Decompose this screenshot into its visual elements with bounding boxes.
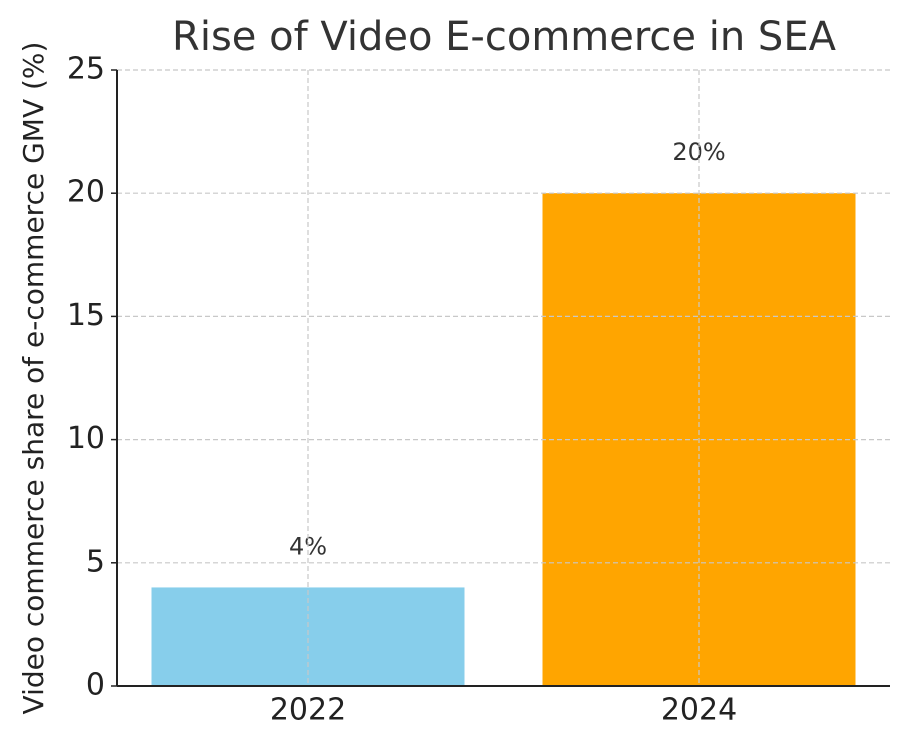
bar — [151, 587, 465, 686]
x-tick-label: 2024 — [661, 693, 737, 728]
y-axis-label: Video commerce share of e-commerce GMV (… — [17, 42, 50, 715]
x-tick-label: 2022 — [270, 693, 346, 728]
y-tick-label: 10 — [67, 421, 105, 456]
y-tick-label: 15 — [67, 298, 105, 333]
y-tick-label: 20 — [67, 175, 105, 210]
y-tick-label: 25 — [67, 52, 105, 87]
y-tick-label: 5 — [86, 544, 105, 579]
chart-title: Rise of Video E-commerce in SEA — [172, 14, 837, 60]
y-tick-label: 0 — [86, 668, 105, 703]
